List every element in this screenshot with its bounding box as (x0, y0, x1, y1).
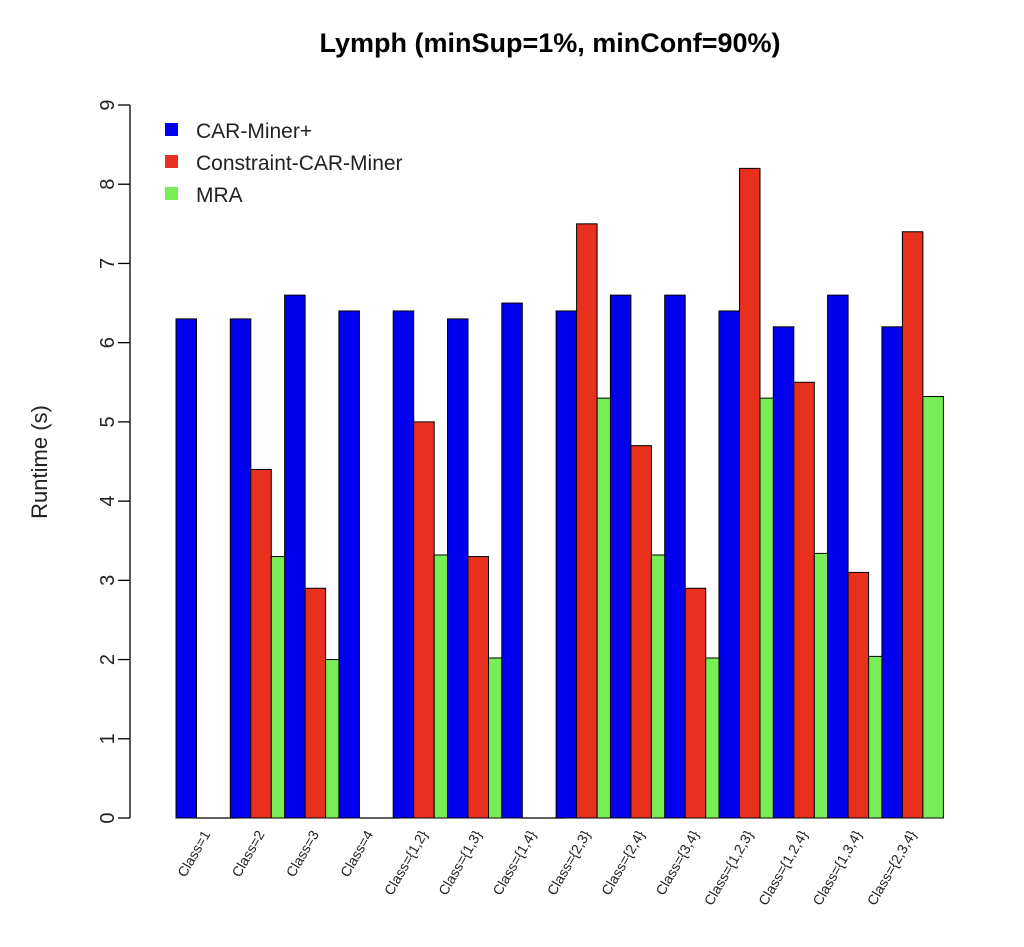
x-tick-label: Class={1,3,4} (809, 827, 865, 908)
y-axis: 0 1 2 3 4 5 6 7 8 9 (97, 99, 131, 824)
bar (501, 302, 523, 819)
bar (630, 445, 652, 819)
legend-label: MRA (196, 184, 243, 207)
y-tick-label: 5 (97, 416, 119, 427)
y-tick-label: 6 (97, 337, 119, 348)
legend-swatch (165, 123, 178, 136)
y-tick-label: 4 (97, 496, 119, 507)
x-tick-label: Class={1,3} (435, 827, 485, 898)
bar (739, 167, 761, 819)
bar (881, 326, 903, 819)
x-tick-label: Class={3,4} (652, 827, 702, 898)
legend-swatch (165, 155, 178, 168)
bar (304, 587, 327, 819)
bar (338, 310, 360, 819)
y-tick-label: 8 (97, 179, 119, 190)
bar (392, 310, 415, 819)
bar (229, 318, 252, 819)
x-tick-label: Class={1,2,4} (755, 827, 811, 908)
bar (467, 556, 489, 819)
bar (175, 318, 197, 819)
bar (827, 294, 849, 819)
x-tick-label: Class=1 (174, 827, 213, 879)
bar (922, 396, 944, 819)
x-tick-label: Class=3 (283, 827, 322, 879)
bars-group (175, 167, 944, 819)
bar (250, 468, 272, 819)
x-tick-label: Class={1,4} (489, 827, 539, 898)
y-tick-label: 2 (97, 654, 119, 665)
x-tick-label: Class={2,4} (598, 827, 648, 898)
y-axis-label: Runtime (s) (27, 405, 52, 519)
legend-label: Constraint-CAR-Miner (196, 152, 403, 175)
y-tick-label: 9 (97, 99, 119, 110)
legend-label: CAR-Miner+ (196, 120, 312, 143)
bar (609, 294, 632, 819)
bar (901, 231, 924, 819)
bar (847, 571, 870, 819)
bar (793, 381, 815, 819)
x-tick-label: Class={2,3,4} (864, 827, 920, 908)
bar (576, 223, 598, 819)
x-tick-label: Class={1,2,3} (701, 827, 757, 908)
y-tick-label: 1 (97, 733, 119, 744)
legend-swatch (165, 187, 178, 200)
x-tick-label: Class={1,2} (381, 827, 431, 898)
chart-title: Lymph (minSup=1%, minConf=90%) (319, 28, 780, 58)
bar (413, 421, 435, 819)
x-tick-label: Class=2 (228, 827, 267, 879)
y-tick-label: 0 (97, 812, 119, 823)
x-tick-label: Class=4 (337, 827, 376, 879)
x-tick-label: Class={2,3} (544, 827, 594, 898)
bar (664, 294, 686, 819)
y-tick-label: 3 (97, 575, 119, 586)
bar (772, 326, 795, 819)
bar (555, 310, 578, 819)
category-labels: Class=1 Class=2 Class=3 Class=4 Class={1,2} C… (174, 827, 919, 908)
y-tick-label: 7 (97, 258, 119, 269)
legend: CAR-Miner+ Constraint-CAR-Miner MRA (165, 120, 403, 207)
bar (684, 587, 707, 819)
bar (718, 310, 740, 819)
bar (284, 294, 306, 819)
bar (447, 318, 469, 819)
